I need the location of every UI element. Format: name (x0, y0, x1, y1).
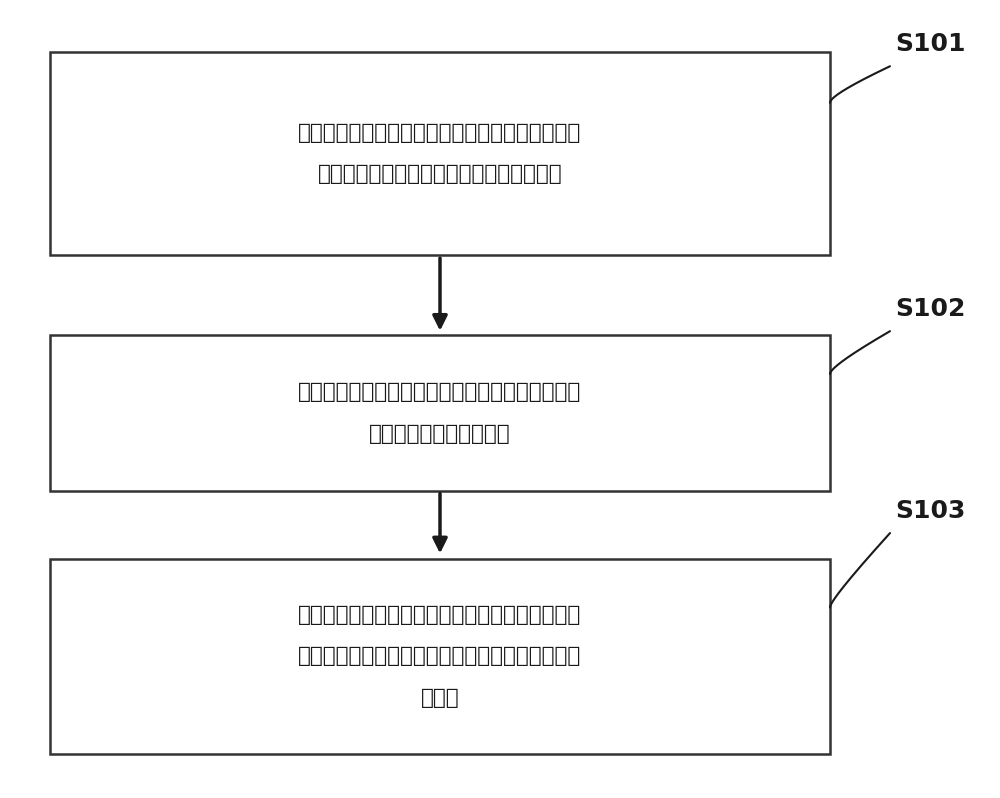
Bar (50, 52, 830, 255)
Bar (50, 559, 830, 754)
Text: S101: S101 (895, 32, 966, 56)
Text: 根据储能系统和蓄热式电锅炉同时参与消纳的弃风: 根据储能系统和蓄热式电锅炉同时参与消纳的弃风 (298, 605, 582, 625)
Text: S102: S102 (895, 297, 965, 321)
Text: 标函数: 标函数 (421, 688, 459, 708)
Text: S103: S103 (895, 499, 965, 523)
Text: 炉同时参与消纳的弃风量: 炉同时参与消纳的弃风量 (369, 424, 511, 444)
Text: 场的风速和实时出力确定风电场的弃风功率: 场的风速和实时出力确定风电场的弃风功率 (318, 164, 562, 184)
Text: 获取风电场的风速和实时出力，并根据获取的风电: 获取风电场的风速和实时出力，并根据获取的风电 (298, 123, 582, 143)
Bar (50, 335, 830, 491)
Text: 根据风电场的弃风功率确定储能系统和蓄热式电锅: 根据风电场的弃风功率确定储能系统和蓄热式电锅 (298, 382, 582, 402)
Text: 量和储能系统的投资成本确定目标函数，并求解目: 量和储能系统的投资成本确定目标函数，并求解目 (298, 646, 582, 666)
